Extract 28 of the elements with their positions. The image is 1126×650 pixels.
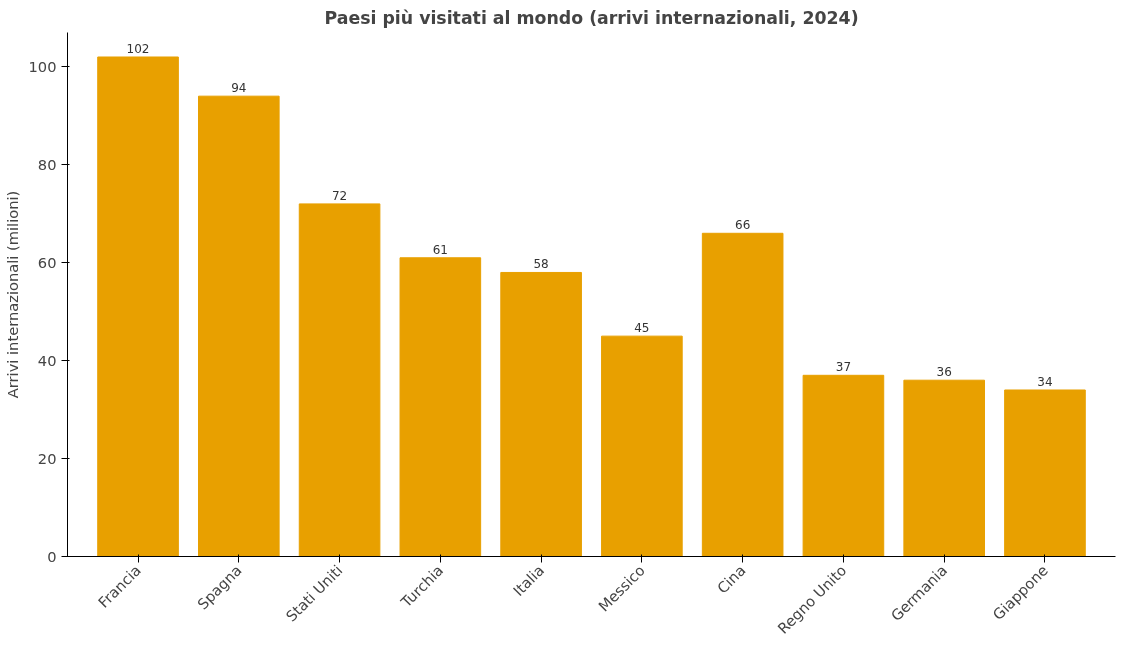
y-tick-label: 40	[37, 351, 57, 369]
data-label: 72	[331, 188, 348, 203]
bar	[601, 335, 683, 557]
data-label: 34	[1037, 375, 1053, 389]
bar	[399, 257, 482, 557]
data-label: 102	[126, 41, 150, 56]
bar	[97, 56, 179, 557]
bar	[1004, 389, 1086, 557]
y-tick-label: 20	[37, 449, 57, 467]
data-label: 61	[432, 242, 448, 257]
data-label: 45	[634, 321, 650, 336]
chart-title: Paesi più visitati al mondo (arrivi internazionali, 2024)	[324, 7, 859, 28]
data-label: 94	[231, 81, 247, 96]
data-label: 58	[533, 257, 549, 272]
data-label: 37	[835, 360, 852, 375]
y-tick-label: 60	[37, 253, 57, 271]
bar	[198, 95, 280, 557]
y-tick-label: 100	[28, 57, 57, 75]
bar	[500, 271, 582, 557]
bar	[903, 379, 985, 557]
data-label: 36	[936, 365, 952, 380]
bar	[802, 374, 885, 557]
bar	[298, 203, 381, 557]
data-label: 66	[735, 218, 751, 233]
y-axis-title: Arrivi internazionali (milioni)	[3, 190, 21, 399]
y-tick-label: 0	[47, 547, 57, 565]
y-tick-label: 80	[37, 155, 57, 173]
bar	[701, 232, 784, 557]
